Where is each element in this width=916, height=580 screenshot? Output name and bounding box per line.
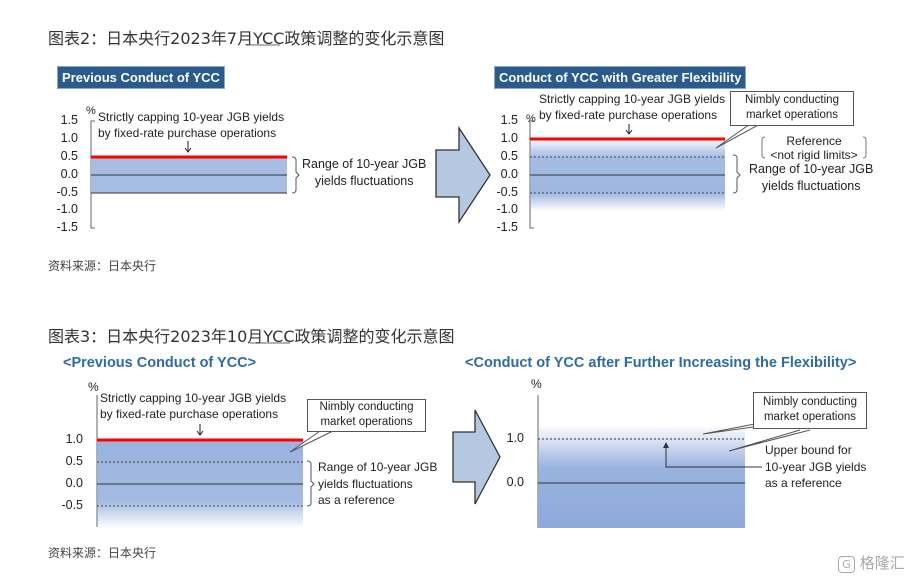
range-bracket [291,156,300,194]
upper-bound-line: 10-year JGB yields [765,459,867,474]
annotation-line: Strictly capping 10-year JGB yields [100,391,287,405]
y-tick: -1.0 [56,202,78,216]
y-tick: -0.5 [496,185,518,199]
upper-bound-line: as a reference [765,476,842,490]
range-label-line: yields fluctuations [314,174,414,188]
y-tick: 0.0 [65,476,83,490]
y-tick: 1.5 [60,113,78,127]
callout-line: Nimbly conducting [319,401,414,413]
chart-greater-flexibility [529,120,867,229]
annotation-line: by fixed-rate purchase operations [100,406,279,421]
range-label: Range of 10-year JGB yields fluctuations [302,156,426,190]
callout-pointer [715,123,761,149]
market-operations-callout: Nimbly conducting market operations [730,91,854,126]
upper-bound-label: Upper bound for 10-year JGB yields as a … [765,442,866,492]
down-arrow-icon [184,141,192,153]
y-tick: -1.0 [496,202,518,216]
range-label-line: yields fluctuations [761,178,861,193]
y-tick: 0.5 [60,149,78,163]
market-operations-callout: Nimbly conducting market operations [307,399,426,432]
callout-pointers [702,421,811,452]
chart-previous-ycc-oct [96,395,334,528]
range-label: Range of 10-year JGB yields fluctuations… [318,459,437,509]
range-bracket [306,460,315,507]
figure2-title: 图表2：日本央行2023年7月YCC政策调整的变化示意图 [48,29,445,48]
y-tick: 0.0 [60,167,78,181]
down-arrow-icon [625,124,633,135]
callout-line: Nimbly conducting [763,396,857,408]
y-tick: 1.0 [500,131,518,145]
callout-line: market operations [745,109,839,121]
figure3-right-header: <Conduct of YCC after Further Increasing… [465,355,857,371]
figure3-left-header: <Previous Conduct of YCC> [63,355,257,371]
range-label-line: Range of 10-year JGB [302,157,427,171]
y-tick: 1.0 [60,131,78,145]
callout-line: market operations [763,411,857,423]
annotation-line: by fixed-rate purchase operations [539,107,718,122]
down-arrow-icon [196,424,204,436]
unit-label: % [88,380,99,394]
y-tick: 0.5 [500,149,518,163]
annotation-line: Strictly capping 10-year JGB yields [539,92,726,106]
y-tick: -1.5 [496,220,518,234]
annotation-line: Strictly capping 10-year JGB yields [98,110,285,124]
range-label-line: Range of 10-year JGB [749,162,874,176]
reference-line: <not rigid limits> [770,148,858,162]
callout-line: market operations [320,416,413,428]
cap-annotation: Strictly capping 10-year JGB yields by f… [98,110,284,141]
range-label-line: yields fluctuations [318,476,413,491]
y-tick: 0.0 [500,167,518,181]
range-label: Range of 10-year JGB yields fluctuations [749,161,873,194]
y-tick: 1.0 [65,432,83,446]
figure2-left-header: Previous Conduct of YCC [57,66,225,89]
annotation-line: by fixed-rate purchase operations [98,125,277,140]
figure3-title: 图表3：日本央行2023年10月YCC政策调整的变化示意图 [48,327,455,346]
callout-line: Nimbly conducting [745,94,839,106]
y-tick: -0.5 [61,498,83,512]
unit-label: % [86,105,96,117]
transition-arrow-icon [435,125,491,225]
transition-arrow-icon [452,409,501,505]
range-bracket [732,154,741,194]
watermark-icon: G [838,556,855,573]
range-label-line: Range of 10-year JGB [318,460,438,474]
upper-bound-line: Upper bound for [765,443,852,457]
y-tick: 1.5 [500,113,518,127]
yield-range-fill [538,427,745,528]
y-tick: -1.5 [56,220,78,234]
market-operations-callout: Nimbly conducting market operations [753,392,867,429]
y-tick: 1.0 [506,431,524,445]
reference-label: Reference <not rigid limits> [764,134,864,162]
y-tick: -0.5 [56,185,78,199]
reference-line: Reference [786,134,842,148]
watermark-logo: G 格隆汇 [838,552,905,573]
chart-further-flexibility [537,395,811,528]
y-tick: 0.0 [506,475,524,489]
reference-braces [761,136,867,159]
up-arrow-icon [663,442,669,448]
unit-label: % [526,113,536,125]
cap-annotation: Strictly capping 10-year JGB yields by f… [100,391,286,422]
figure2-right-header: Conduct of YCC with Greater Flexibility [494,66,747,89]
watermark-text: 格隆汇 [859,554,905,572]
figure2-source: 资料来源：日本央行 [48,259,157,273]
chart-previous-ycc-jul [90,120,300,229]
callout-pointer [289,430,334,453]
figure3-source: 资料来源：日本央行 [48,546,157,560]
cap-annotation: Strictly capping 10-year JGB yields by f… [539,92,725,123]
y-tick: 0.5 [65,454,83,468]
unit-label: % [531,377,542,391]
upper-bound-pointer [665,446,762,468]
range-label-line: as a reference [318,493,395,507]
